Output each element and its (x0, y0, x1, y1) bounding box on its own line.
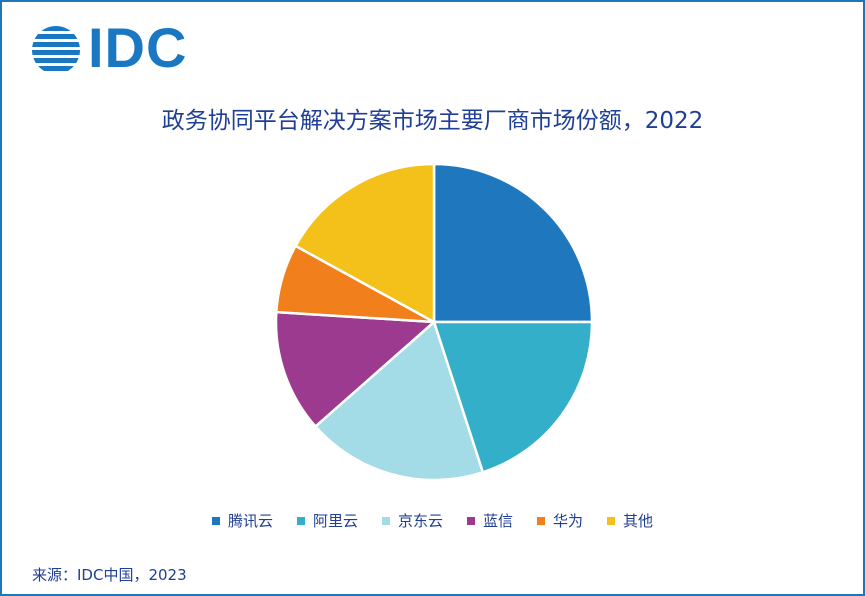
legend-label: 京东云 (397, 512, 443, 530)
legend-label: 华为 (553, 512, 584, 530)
legend-label: 其他 (623, 512, 654, 530)
legend-swatch (381, 516, 390, 525)
legend-swatch (296, 516, 305, 525)
legend-item-6: 其他 (607, 510, 653, 531)
legend-item-3: 京东云 (381, 510, 443, 531)
legend-item-2: 阿里云 (296, 510, 358, 531)
chart-title: 政务协同平台解决方案市场主要厂商市场份额，2022 (161, 108, 704, 134)
legend-item-4: 蓝信 (467, 510, 513, 531)
legend-swatch (467, 516, 475, 525)
legend-swatch (537, 516, 546, 525)
pie-slice-6 (293, 162, 436, 325)
legend-label: 蓝信 (483, 512, 514, 530)
legend-item-1: 腾讯云 (211, 510, 273, 531)
legend-label: 腾讯云 (227, 512, 273, 530)
legend-swatch (607, 516, 616, 525)
legend-swatch (211, 516, 220, 525)
logo-text: IDC (88, 16, 188, 79)
pie-slice-2 (432, 320, 594, 474)
source-note: 来源：IDC中国，2023 (32, 566, 187, 584)
idc-globe-icon (32, 26, 80, 71)
pie-slice-4 (274, 310, 438, 429)
legend: 腾讯云 阿里云 京东云 蓝信 华为 其他 (2, 510, 863, 531)
pie-slice-3 (313, 319, 485, 482)
pie-slice-1 (432, 162, 594, 324)
legend-label: 阿里云 (312, 512, 358, 530)
legend-item-5: 华为 (537, 510, 583, 531)
